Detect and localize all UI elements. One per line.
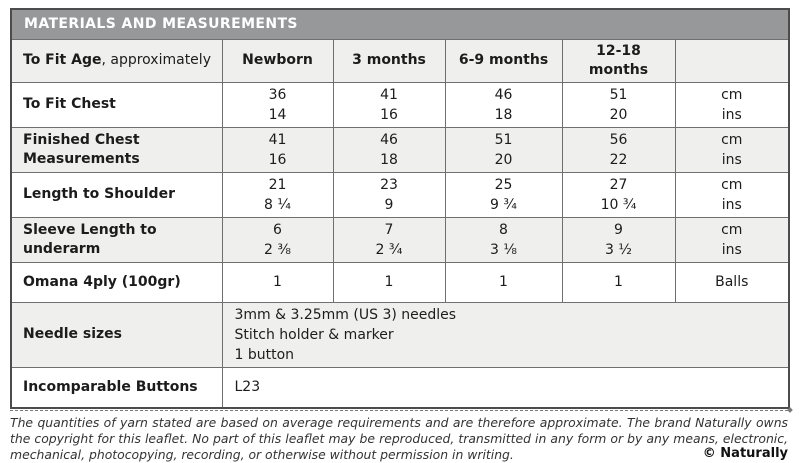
- copyright-label: © Naturally: [694, 446, 788, 461]
- column-header-12-18-months: 12-18 months: [561, 38, 676, 83]
- needle-line-1: 3mm & 3.25mm (US 3) needles: [234, 306, 457, 323]
- value-cell: 1: [221, 261, 334, 303]
- unit-cell: Balls: [674, 261, 790, 303]
- footer: The quantities of yarn stated are based …: [10, 415, 788, 462]
- needle-sizes-detail: 3mm & 3.25mm (US 3) needles Stitch holde…: [221, 301, 790, 368]
- header-row: To Fit Age, approximately Newborn 3 mont…: [10, 38, 790, 83]
- value-cell: 51 20: [444, 126, 563, 173]
- row-label: Needle sizes: [10, 301, 223, 368]
- row-label: Omana 4ply (100gr): [10, 261, 223, 303]
- row-label: Finished Chest Measurements: [10, 126, 223, 173]
- unit-cell: cm ins: [674, 81, 790, 128]
- fit-age-label: To Fit Age: [23, 52, 102, 68]
- value-cell: 1: [444, 261, 563, 303]
- dashed-divider: [10, 406, 793, 413]
- row-yarn-quantity: Omana 4ply (100gr) 1 1 1 1 Balls: [10, 261, 790, 303]
- value-cell: 51 20: [561, 81, 676, 128]
- row-incomparable-buttons: Incomparable Buttons L23: [10, 366, 790, 409]
- unit-cell: cm ins: [674, 126, 790, 173]
- unit-cell: cm ins: [674, 216, 790, 263]
- column-header-units: [674, 38, 790, 83]
- fit-age-label-cell: To Fit Age, approximately: [10, 38, 223, 83]
- needle-line-2: Stitch holder & marker: [234, 326, 394, 343]
- row-needle-sizes: Needle sizes 3mm & 3.25mm (US 3) needles…: [10, 301, 790, 368]
- section-title: MATERIALS AND MEASUREMENTS: [10, 8, 790, 40]
- divider-end-diamond: [787, 406, 793, 413]
- value-cell: 36 14: [221, 81, 334, 128]
- value-cell: 27 10 ¾: [561, 171, 676, 218]
- value-cell: 1: [561, 261, 676, 303]
- row-label: Sleeve Length to underarm: [10, 216, 223, 263]
- value-cell: 41 16: [221, 126, 334, 173]
- buttons-code-cell: L23: [221, 366, 790, 409]
- value-cell: 56 22: [561, 126, 676, 173]
- row-label: To Fit Chest: [10, 81, 223, 128]
- column-header-3-months: 3 months: [332, 38, 446, 83]
- unit-cell: cm ins: [674, 171, 790, 218]
- value-cell: 1: [332, 261, 446, 303]
- materials-measurements-table: MATERIALS AND MEASUREMENTS To Fit Age, a…: [10, 8, 791, 409]
- value-cell: 46 18: [444, 81, 563, 128]
- title-row: MATERIALS AND MEASUREMENTS: [10, 8, 790, 40]
- value-cell: 21 8 ¼: [221, 171, 334, 218]
- value-cell: 23 9: [332, 171, 446, 218]
- disclaimer-text: The quantities of yarn stated are based …: [10, 415, 788, 462]
- row-length-to-shoulder: Length to Shoulder 21 8 ¼ 23 9 25 9 ¾ 27 10 …: [10, 171, 790, 218]
- needle-line-3: 1 button: [234, 346, 295, 363]
- row-finished-chest: Finished Chest Measurements 41 16 46 18 51…: [10, 126, 790, 173]
- value-cell: 46 18: [332, 126, 446, 173]
- row-label: Length to Shoulder: [10, 171, 223, 218]
- column-header-newborn: Newborn: [221, 38, 334, 83]
- value-cell: 25 9 ¾: [444, 171, 563, 218]
- column-header-6-9-months: 6-9 months: [444, 38, 563, 83]
- fit-age-label-suffix: , approximately: [101, 52, 211, 68]
- row-to-fit-chest: To Fit Chest 36 14 41 16 46 18 51 20 cm ins: [10, 81, 790, 128]
- value-cell: 41 16: [332, 81, 446, 128]
- row-label: Incomparable Buttons: [10, 366, 223, 409]
